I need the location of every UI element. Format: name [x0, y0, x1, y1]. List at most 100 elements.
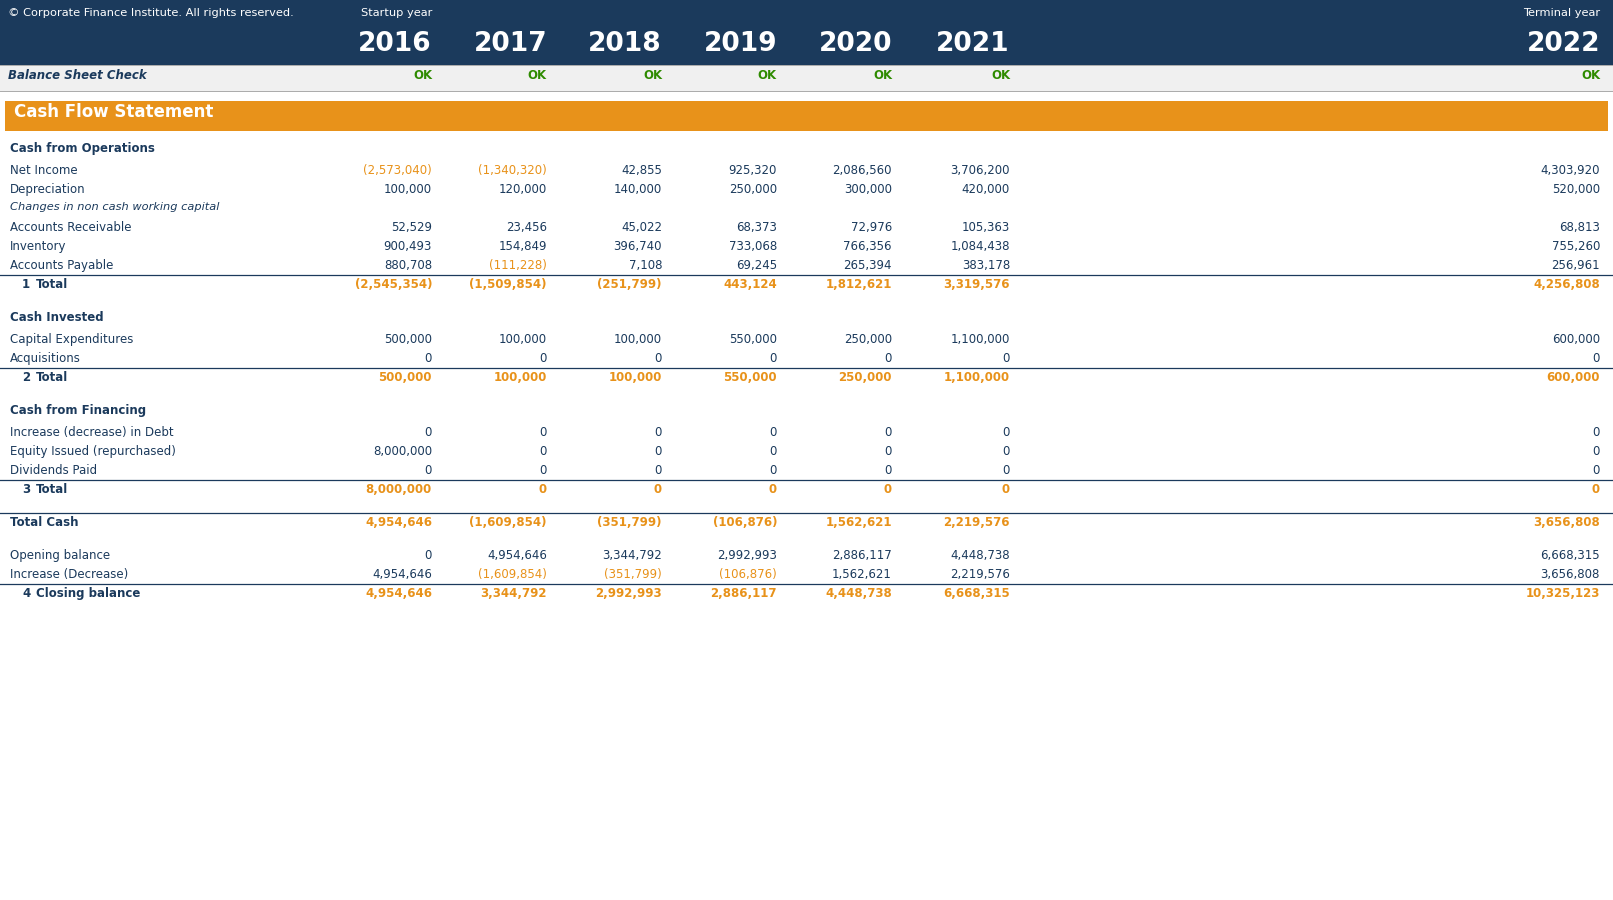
Text: 8,000,000: 8,000,000	[366, 483, 432, 496]
Text: 766,356: 766,356	[844, 240, 892, 253]
Text: OK: OK	[1581, 69, 1600, 82]
Text: 550,000: 550,000	[729, 333, 777, 346]
Text: 0: 0	[769, 426, 777, 439]
Text: 4,303,920: 4,303,920	[1540, 164, 1600, 177]
Text: Cash Flow Statement: Cash Flow Statement	[15, 103, 213, 121]
Text: 4,256,808: 4,256,808	[1534, 278, 1600, 291]
Text: 520,000: 520,000	[1552, 183, 1600, 196]
Text: 500,000: 500,000	[384, 333, 432, 346]
Text: 2,992,993: 2,992,993	[718, 549, 777, 562]
Text: 2: 2	[23, 371, 31, 384]
Text: 300,000: 300,000	[844, 183, 892, 196]
Text: 2016: 2016	[358, 31, 432, 57]
Text: 2,219,576: 2,219,576	[944, 516, 1010, 529]
Text: 4,954,646: 4,954,646	[373, 568, 432, 581]
Text: Equity Issued (repurchased): Equity Issued (repurchased)	[10, 445, 176, 458]
Text: 0: 0	[884, 464, 892, 477]
Text: Changes in non cash working capital: Changes in non cash working capital	[10, 202, 219, 212]
Text: 3,656,808: 3,656,808	[1540, 568, 1600, 581]
Text: 0: 0	[1592, 352, 1600, 365]
Text: OK: OK	[413, 69, 432, 82]
Text: 0: 0	[1592, 445, 1600, 458]
Text: 550,000: 550,000	[723, 371, 777, 384]
Text: 0: 0	[655, 352, 661, 365]
Text: 68,373: 68,373	[736, 221, 777, 234]
Text: 0: 0	[884, 445, 892, 458]
Text: (351,799): (351,799)	[605, 568, 661, 581]
Text: Accounts Payable: Accounts Payable	[10, 259, 113, 272]
Text: 500,000: 500,000	[379, 371, 432, 384]
Text: 0: 0	[655, 445, 661, 458]
Text: 69,245: 69,245	[736, 259, 777, 272]
Text: 45,022: 45,022	[621, 221, 661, 234]
Text: 2017: 2017	[473, 31, 547, 57]
Text: Total: Total	[35, 371, 68, 384]
Text: 925,320: 925,320	[729, 164, 777, 177]
Text: OK: OK	[644, 69, 661, 82]
Text: 2,992,993: 2,992,993	[595, 587, 661, 600]
Text: 2019: 2019	[703, 31, 777, 57]
Text: 23,456: 23,456	[506, 221, 547, 234]
Text: 3,344,792: 3,344,792	[602, 549, 661, 562]
Text: Capital Expenditures: Capital Expenditures	[10, 333, 134, 346]
Text: 250,000: 250,000	[839, 371, 892, 384]
Text: 4,448,738: 4,448,738	[826, 587, 892, 600]
Text: 2022: 2022	[1526, 31, 1600, 57]
Text: 250,000: 250,000	[844, 333, 892, 346]
Text: 0: 0	[769, 352, 777, 365]
Text: 443,124: 443,124	[723, 278, 777, 291]
Text: 0: 0	[1003, 445, 1010, 458]
Text: (1,609,854): (1,609,854)	[477, 568, 547, 581]
Text: (2,573,040): (2,573,040)	[363, 164, 432, 177]
Text: 8,000,000: 8,000,000	[373, 445, 432, 458]
Text: Net Income: Net Income	[10, 164, 77, 177]
Text: 256,961: 256,961	[1552, 259, 1600, 272]
Text: 4,954,646: 4,954,646	[365, 516, 432, 529]
Text: Acquisitions: Acquisitions	[10, 352, 81, 365]
Text: 154,849: 154,849	[498, 240, 547, 253]
Text: 1,100,000: 1,100,000	[944, 371, 1010, 384]
Text: 383,178: 383,178	[961, 259, 1010, 272]
Text: 250,000: 250,000	[729, 183, 777, 196]
Text: (251,799): (251,799)	[597, 278, 661, 291]
Text: 2018: 2018	[589, 31, 661, 57]
Text: 0: 0	[884, 352, 892, 365]
Text: 68,813: 68,813	[1560, 221, 1600, 234]
Text: © Corporate Finance Institute. All rights reserved.: © Corporate Finance Institute. All right…	[8, 8, 294, 18]
Text: 600,000: 600,000	[1547, 371, 1600, 384]
Text: 0: 0	[769, 445, 777, 458]
Text: 120,000: 120,000	[498, 183, 547, 196]
Text: 6,668,315: 6,668,315	[1540, 549, 1600, 562]
Text: 72,976: 72,976	[850, 221, 892, 234]
Text: 755,260: 755,260	[1552, 240, 1600, 253]
Text: 0: 0	[424, 426, 432, 439]
Text: 0: 0	[1003, 426, 1010, 439]
Text: 0: 0	[1592, 464, 1600, 477]
Text: 0: 0	[884, 483, 892, 496]
Text: 4,954,646: 4,954,646	[487, 549, 547, 562]
Text: 4: 4	[23, 587, 31, 600]
Text: 7,108: 7,108	[629, 259, 661, 272]
Text: OK: OK	[527, 69, 547, 82]
Text: Accounts Receivable: Accounts Receivable	[10, 221, 132, 234]
Text: Dividends Paid: Dividends Paid	[10, 464, 97, 477]
Text: 52,529: 52,529	[390, 221, 432, 234]
Text: 0: 0	[540, 426, 547, 439]
Text: 4,954,646: 4,954,646	[365, 587, 432, 600]
Text: Increase (Decrease): Increase (Decrease)	[10, 568, 129, 581]
Text: 3: 3	[23, 483, 31, 496]
Text: 0: 0	[884, 426, 892, 439]
Text: Closing balance: Closing balance	[35, 587, 140, 600]
Text: OK: OK	[758, 69, 777, 82]
Text: 0: 0	[540, 445, 547, 458]
Text: 0: 0	[424, 464, 432, 477]
Text: 3,319,576: 3,319,576	[944, 278, 1010, 291]
Text: OK: OK	[873, 69, 892, 82]
Text: (1,509,854): (1,509,854)	[469, 278, 547, 291]
Text: 396,740: 396,740	[613, 240, 661, 253]
Text: 100,000: 100,000	[608, 371, 661, 384]
Text: 1,100,000: 1,100,000	[950, 333, 1010, 346]
Text: 0: 0	[539, 483, 547, 496]
Text: 100,000: 100,000	[494, 371, 547, 384]
Bar	[0, 65, 1613, 91]
